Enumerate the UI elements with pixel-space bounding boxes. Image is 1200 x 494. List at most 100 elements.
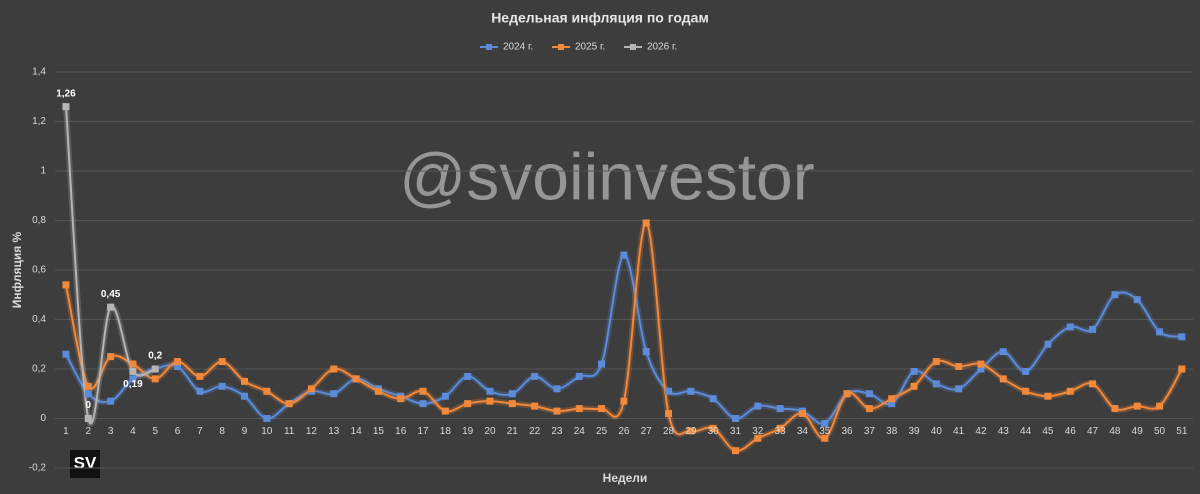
legend-marker [486, 44, 492, 50]
point-marker [419, 387, 427, 395]
point-marker [464, 372, 472, 380]
point-marker [352, 375, 360, 383]
point-marker [1066, 387, 1074, 395]
point-marker [1178, 333, 1186, 341]
point-marker [330, 365, 338, 373]
x-tick-label: 33 [775, 426, 787, 437]
point-marker [263, 415, 271, 422]
point-marker [174, 363, 182, 371]
y-tick-label: 0,4 [32, 314, 46, 325]
x-tick-label: 11 [284, 426, 295, 437]
x-tick-label: 32 [752, 426, 764, 437]
y-tick-label: -0,2 [29, 463, 47, 474]
point-marker [330, 390, 338, 398]
point-marker [955, 363, 963, 371]
x-tick-label: 49 [1132, 426, 1144, 437]
x-tick-label: 46 [1065, 426, 1077, 437]
point-marker [218, 382, 226, 390]
point-marker [1133, 296, 1141, 304]
legend-marker [630, 44, 636, 50]
x-tick-label: 30 [708, 426, 720, 437]
y-tick-label: 1 [40, 166, 46, 177]
legend-item: 2026 г. [624, 42, 677, 53]
point-marker [464, 400, 472, 408]
x-tick-label: 50 [1154, 426, 1166, 437]
point-marker [575, 372, 583, 380]
x-tick-label: 20 [484, 426, 496, 437]
x-tick-label: 6 [175, 426, 181, 437]
y-tick-label: 1,2 [32, 116, 46, 127]
x-tick-label: 48 [1109, 426, 1121, 437]
x-tick-label: 4 [130, 426, 136, 437]
point-marker [598, 405, 606, 413]
x-tick-label: 42 [975, 426, 987, 437]
point-marker [374, 387, 382, 395]
x-tick-label: 45 [1042, 426, 1054, 437]
point-marker [129, 360, 137, 368]
point-marker [531, 402, 539, 410]
point-marker [821, 419, 829, 427]
point-marker [888, 395, 896, 403]
point-marker [843, 390, 851, 398]
x-tick-label: 40 [931, 426, 943, 437]
logo: SV [74, 453, 97, 472]
point-marker [932, 358, 940, 366]
legend-label: 2026 г. [647, 42, 677, 53]
point-marker [1133, 402, 1141, 410]
y-tick-label: 0 [40, 413, 46, 424]
point-marker [642, 348, 650, 356]
x-tick-label: 9 [242, 426, 248, 437]
x-tick-label: 28 [663, 426, 675, 437]
x-tick-label: 23 [551, 426, 563, 437]
point-marker [84, 390, 92, 398]
point-marker [441, 392, 449, 400]
point-marker [1156, 402, 1164, 410]
legend-item: 2025 г. [552, 42, 605, 53]
x-tick-label: 35 [819, 426, 831, 437]
point-marker [709, 395, 717, 403]
point-marker [754, 402, 762, 410]
point-marker [307, 385, 315, 393]
x-tick-label: 37 [864, 426, 876, 437]
x-axis-label: Недели [603, 471, 648, 485]
x-tick-label: 29 [685, 426, 697, 437]
logo-box [70, 450, 100, 478]
point-marker [955, 385, 963, 393]
point-marker [687, 427, 695, 435]
data-label: 0,2 [148, 351, 162, 362]
point-marker [151, 365, 159, 373]
point-marker [910, 382, 918, 390]
x-tick-label: 1 [63, 426, 69, 437]
legend-label: 2025 г. [575, 42, 605, 53]
x-tick-label: 7 [197, 426, 203, 437]
point-marker [575, 405, 583, 413]
point-marker [218, 358, 226, 366]
point-marker [776, 405, 784, 413]
point-marker [865, 390, 873, 398]
point-marker [999, 375, 1007, 383]
point-marker [107, 303, 115, 311]
point-marker [62, 281, 70, 289]
point-marker [1089, 325, 1097, 333]
x-tick-label: 17 [417, 426, 429, 437]
x-tick-label: 39 [908, 426, 920, 437]
x-tick-label: 16 [395, 426, 407, 437]
point-marker [84, 415, 92, 422]
point-marker [508, 400, 516, 408]
point-marker [285, 400, 293, 408]
x-tick-label: 22 [529, 426, 541, 437]
point-marker [263, 387, 271, 395]
point-marker [1022, 387, 1030, 395]
point-marker [62, 103, 70, 111]
y-axis-label: Инфляция % [10, 231, 24, 308]
x-tick-label: 12 [306, 426, 318, 437]
point-marker [1044, 392, 1052, 400]
point-marker [107, 353, 115, 361]
point-marker [151, 375, 159, 383]
x-tick-label: 38 [886, 426, 898, 437]
point-marker [84, 382, 92, 390]
x-tick-label: 5 [152, 426, 158, 437]
point-marker [642, 219, 650, 227]
